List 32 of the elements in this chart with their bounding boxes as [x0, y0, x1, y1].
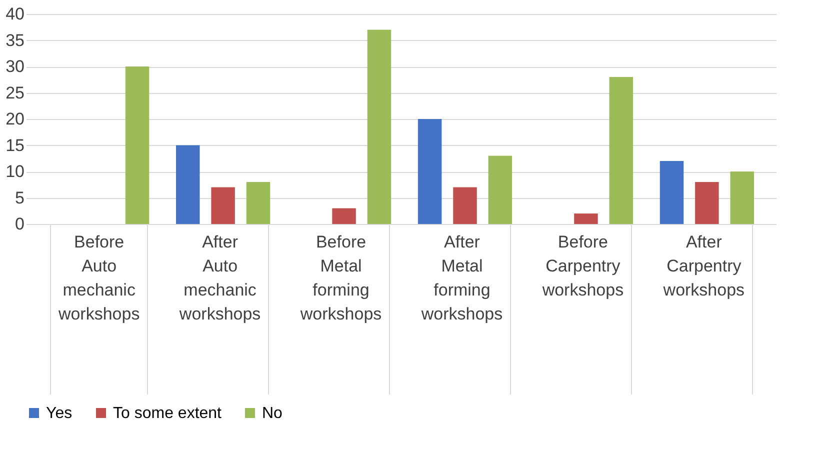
x-tick-label: Before Auto mechanic workshops — [57, 232, 140, 324]
y-tick-label: 25 — [6, 83, 24, 102]
x-tick-label: After Metal forming workshops — [420, 232, 503, 324]
y-tick-label: 35 — [6, 30, 24, 50]
y-tick-label: 20 — [6, 110, 24, 128]
y-tick-label: 0 — [15, 214, 24, 234]
x-tick-label: After Auto mechanic workshops — [178, 232, 261, 324]
bar — [488, 156, 512, 224]
bar — [176, 145, 200, 224]
y-tick-label: 15 — [6, 136, 24, 155]
x-tick-label: Before Carpentry workshops — [541, 232, 624, 300]
legend-label: Yes — [46, 405, 72, 422]
bar — [125, 66, 150, 224]
bar — [332, 208, 356, 224]
bar — [574, 214, 598, 224]
x-tick-label: Before Metal forming workshops — [299, 232, 382, 324]
bar — [730, 172, 754, 224]
bar — [418, 119, 442, 224]
bar — [367, 30, 392, 224]
bar — [211, 187, 235, 224]
bar — [660, 161, 684, 224]
bar — [609, 77, 634, 224]
bar — [246, 182, 270, 224]
bar — [453, 187, 477, 224]
legend-label: To some extent — [113, 405, 222, 422]
bar — [695, 182, 719, 224]
x-tick-label: After Carpentry workshops — [662, 232, 745, 300]
y-tick-label: 10 — [6, 162, 24, 181]
y-tick-label: 30 — [6, 57, 24, 76]
legend-label: No — [262, 405, 283, 422]
y-tick-label: 40 — [6, 4, 24, 24]
y-tick-label: 5 — [15, 188, 24, 208]
